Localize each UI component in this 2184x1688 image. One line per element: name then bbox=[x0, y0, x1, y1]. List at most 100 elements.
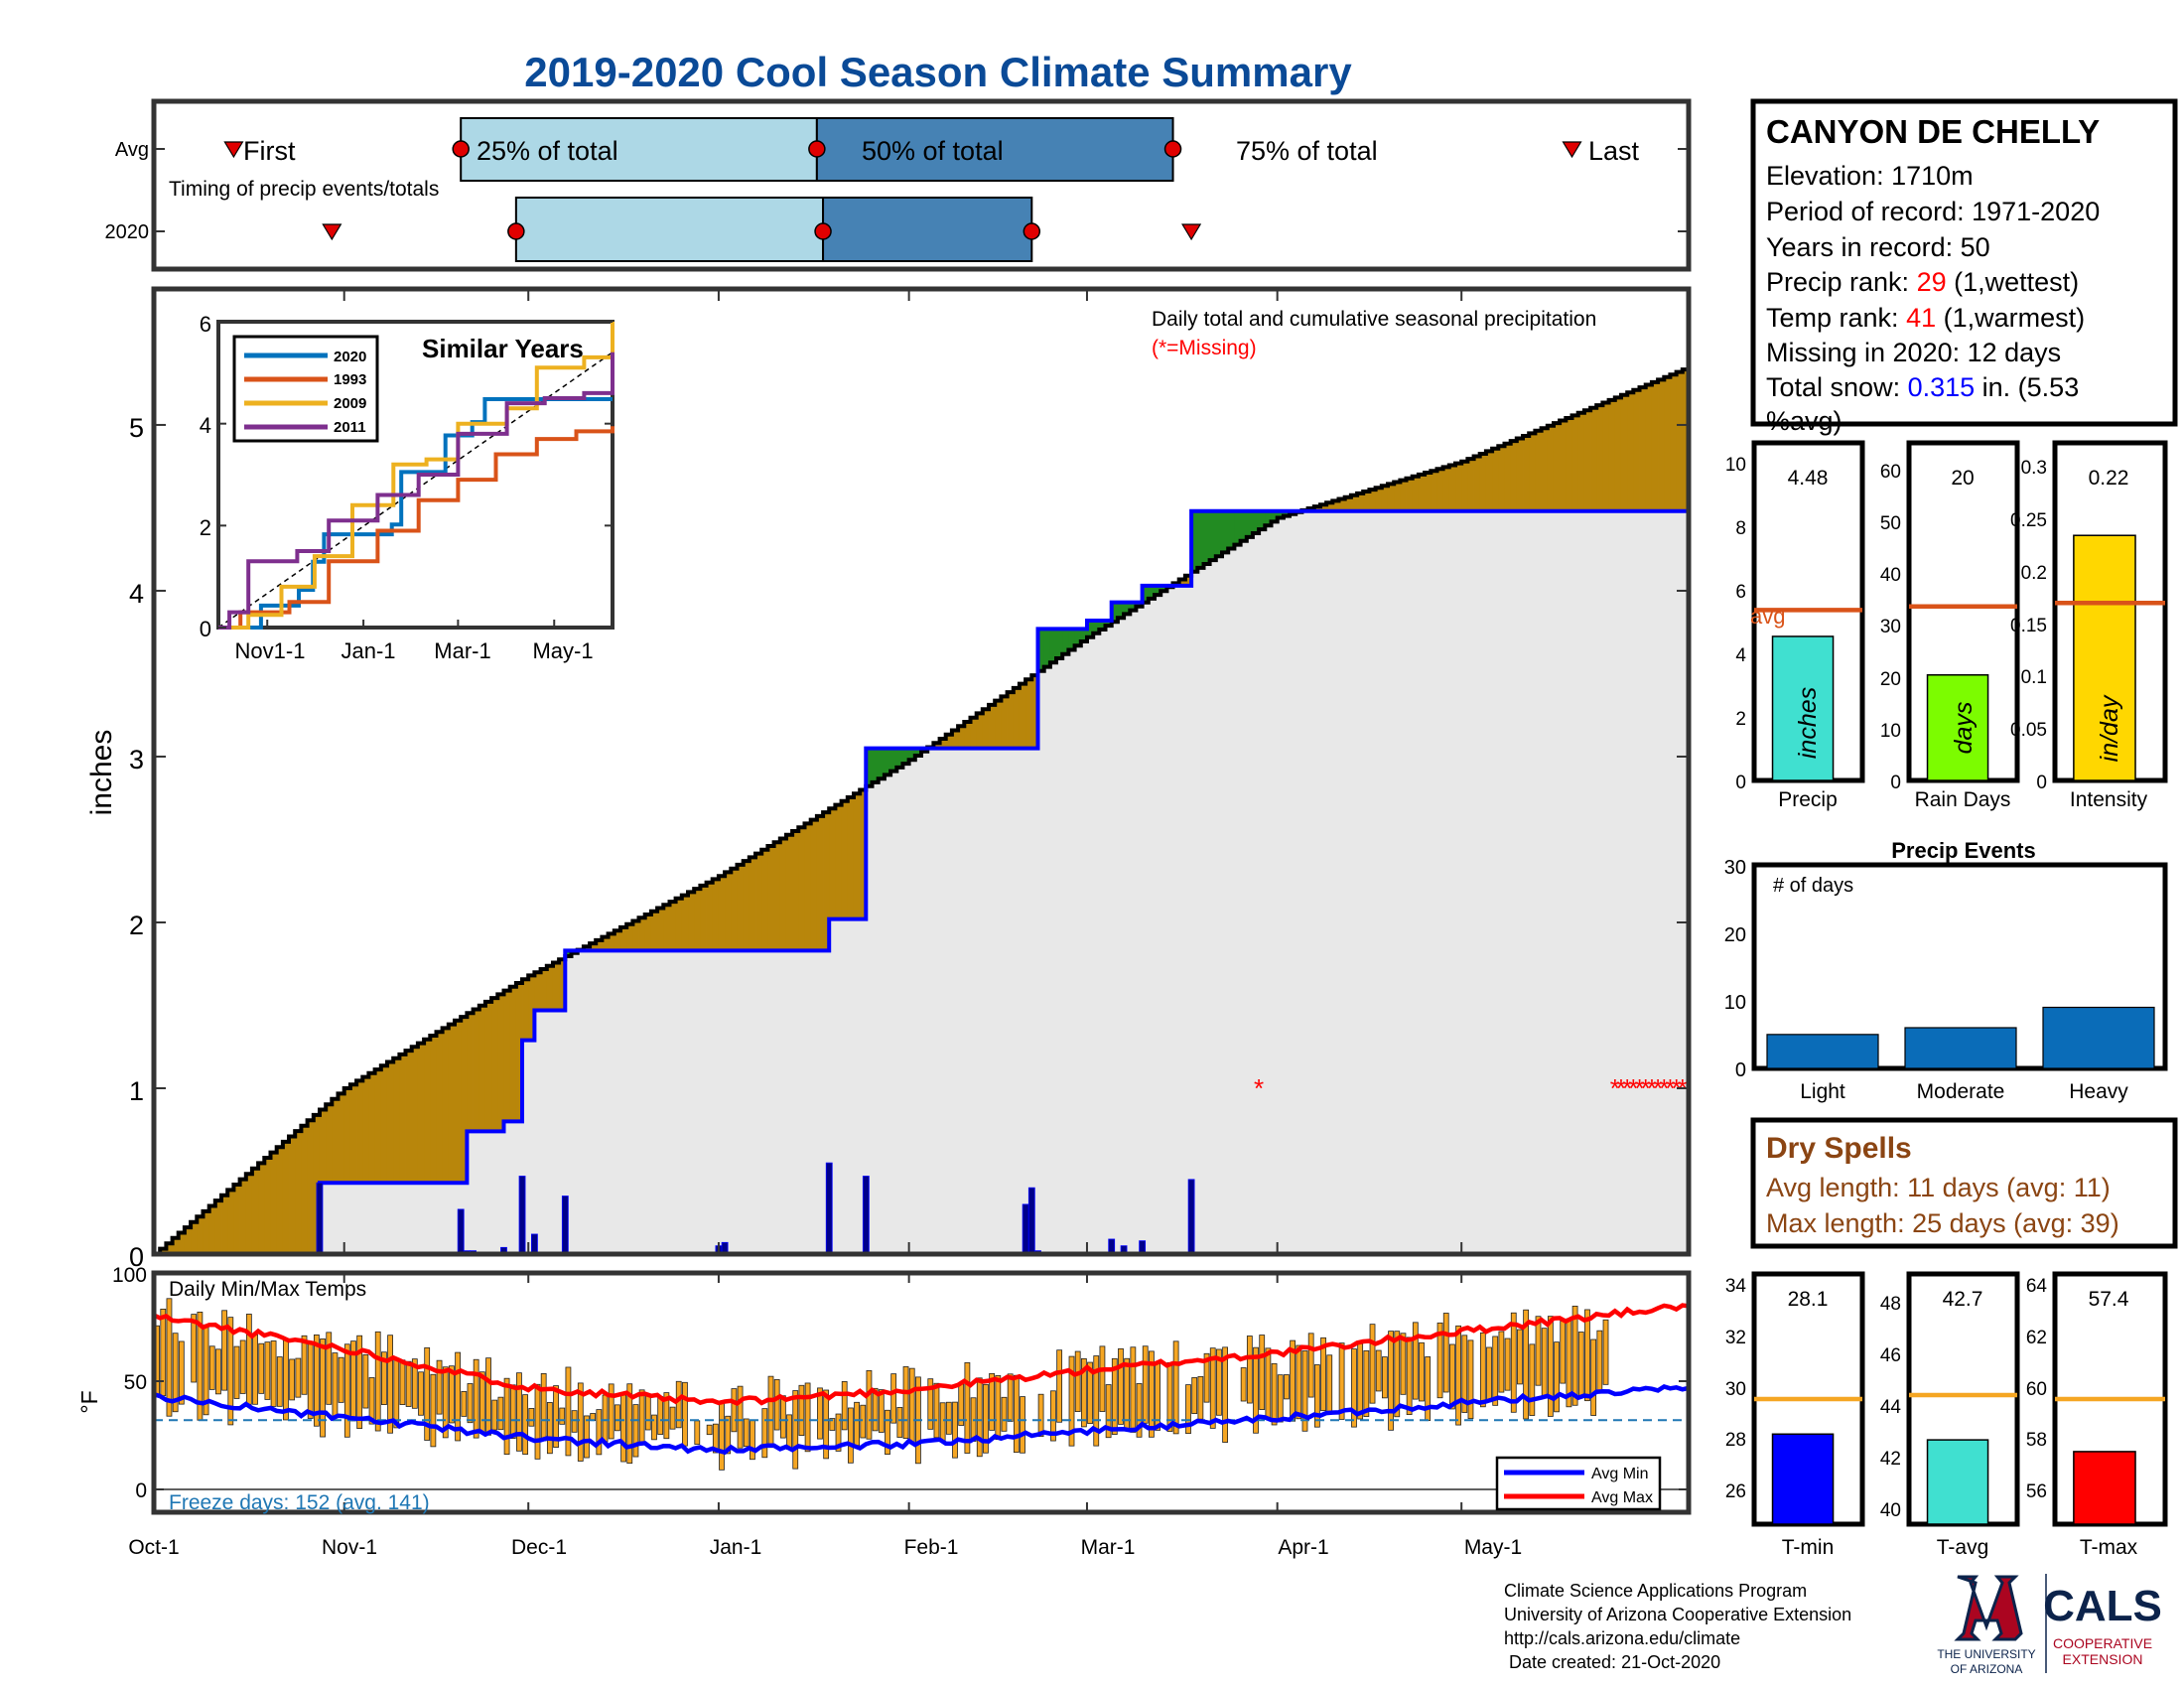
daily-temp-range-bar bbox=[866, 1369, 873, 1440]
daily-temp-range-bar bbox=[1547, 1316, 1554, 1417]
below-average-deficit-area bbox=[540, 968, 548, 1011]
daily-temp-range-bar bbox=[1056, 1349, 1063, 1423]
daily-temp-range-bar bbox=[761, 1408, 768, 1459]
daily-temp-range-bar bbox=[731, 1388, 738, 1433]
daily-temp-range-bar bbox=[215, 1348, 221, 1395]
daily-temp-range-bar bbox=[1080, 1357, 1087, 1428]
daily-temp-range-bar bbox=[411, 1358, 418, 1409]
below-average-deficit-area bbox=[436, 1032, 444, 1184]
below-average-deficit-area bbox=[1479, 453, 1487, 511]
below-average-deficit-area bbox=[669, 902, 677, 951]
below-average-deficit-area bbox=[509, 986, 517, 1122]
daily-temp-range-bar bbox=[663, 1392, 670, 1440]
above-average-surplus-area bbox=[1215, 510, 1223, 557]
daily-temp-range-bar bbox=[1498, 1331, 1505, 1393]
raindays-ytick-label: 0 bbox=[1890, 773, 1901, 793]
daily-temp-range-bar bbox=[1253, 1346, 1259, 1434]
above-average-surplus-area bbox=[1240, 510, 1248, 541]
daily-temp-range-bar bbox=[1209, 1347, 1216, 1429]
above-average-surplus-area bbox=[1197, 510, 1204, 568]
daily-temp-range-bar bbox=[1296, 1344, 1302, 1420]
daily-temp-range-bar bbox=[283, 1339, 289, 1421]
freeze-days-text: Freeze days: 152 (avg. 141) bbox=[169, 1491, 430, 1514]
precip-event-bar bbox=[2042, 1006, 2155, 1069]
station-name: CANYON DE CHELLY bbox=[1766, 113, 2100, 150]
below-average-deficit-area bbox=[785, 834, 793, 951]
precip-event-bar bbox=[1766, 1034, 1879, 1069]
university-of-arizona-logo: THE UNIVERSITY OF ARIZONA bbox=[1937, 1647, 2035, 1676]
daily-temp-range-bar bbox=[559, 1407, 566, 1425]
daily-temp-range-bar bbox=[706, 1424, 713, 1436]
daily-temp-range-bar bbox=[239, 1339, 246, 1394]
below-average-deficit-area bbox=[835, 804, 843, 919]
daily-temp-range-bar bbox=[976, 1377, 983, 1458]
daily-temp-range-bar bbox=[343, 1343, 350, 1438]
below-average-deficit-area bbox=[644, 914, 652, 951]
daily-temp-range-bar bbox=[497, 1396, 504, 1431]
below-average-deficit-area bbox=[663, 905, 670, 951]
below-average-deficit-area bbox=[933, 743, 940, 749]
station-missing: Missing in 2020: 12 days bbox=[1766, 338, 2061, 367]
raindays-ytick-label: 50 bbox=[1880, 513, 1901, 534]
daily-temp-range-bar bbox=[1099, 1345, 1106, 1412]
tavg-ytick-label: 44 bbox=[1880, 1397, 1902, 1418]
below-average-deficit-area bbox=[810, 819, 818, 951]
temps-ytick-label: 0 bbox=[135, 1479, 147, 1502]
inset-legend-label: 1993 bbox=[334, 371, 366, 388]
daily-temp-range-bar bbox=[565, 1366, 572, 1457]
daily-temp-range-bar bbox=[1124, 1357, 1131, 1431]
date-tick-label: Oct-1 bbox=[128, 1536, 179, 1559]
daily-precip-bar bbox=[316, 1182, 324, 1255]
inset-legend-label: 2009 bbox=[334, 395, 366, 412]
daily-precip-bar bbox=[457, 1208, 465, 1255]
below-average-deficit-area bbox=[356, 1080, 363, 1184]
below-average-deficit-area bbox=[681, 895, 689, 951]
timing-first-label: First bbox=[243, 136, 296, 166]
below-average-deficit-area bbox=[478, 1005, 486, 1132]
below-average-deficit-area bbox=[767, 846, 774, 951]
missing-day-marker: * bbox=[1616, 1073, 1626, 1103]
daily-temp-range-bar bbox=[872, 1387, 879, 1432]
daily-temp-range-bar bbox=[1577, 1332, 1584, 1397]
daily-temp-range-bar bbox=[1320, 1336, 1326, 1412]
main-ylabel: inches bbox=[85, 730, 118, 816]
inset-xtick-label: Nov1-1 bbox=[235, 638, 306, 663]
timing-endpoint-marker bbox=[223, 141, 244, 159]
daily-temp-range-bar bbox=[1479, 1332, 1486, 1408]
dry-spells-box bbox=[1750, 1117, 2178, 1249]
daily-temp-range-bar bbox=[1492, 1336, 1499, 1406]
below-average-deficit-area bbox=[1682, 369, 1690, 511]
daily-temp-range-bar bbox=[835, 1413, 842, 1452]
missing-day-marker: * bbox=[1622, 1073, 1632, 1103]
raindays-ytick-label: 20 bbox=[1880, 669, 1901, 690]
below-average-deficit-area bbox=[706, 882, 714, 951]
daily-temp-range-bar bbox=[233, 1345, 240, 1399]
date-tick-label: Jan-1 bbox=[710, 1536, 762, 1559]
tmin-stat-bar bbox=[1771, 1433, 1835, 1525]
above-average-surplus-area bbox=[1228, 510, 1235, 549]
below-average-deficit-area bbox=[239, 1179, 247, 1254]
below-average-deficit-area bbox=[1001, 696, 1008, 749]
below-average-deficit-area bbox=[853, 793, 861, 919]
below-average-deficit-area bbox=[332, 1098, 339, 1184]
below-average-deficit-area bbox=[1461, 461, 1468, 511]
below-average-deficit-area bbox=[1498, 446, 1505, 511]
daily-temp-range-bar bbox=[602, 1394, 609, 1443]
main-panel-frame bbox=[151, 286, 1692, 1257]
below-average-deficit-area bbox=[178, 1232, 186, 1254]
above-average-surplus-area bbox=[1222, 510, 1229, 553]
daily-temp-range-bar bbox=[430, 1373, 437, 1448]
daily-temp-range-bar bbox=[221, 1310, 228, 1391]
daily-temp-range-bar bbox=[1554, 1341, 1560, 1413]
below-average-deficit-area bbox=[430, 1035, 437, 1184]
temps-legend-box bbox=[1495, 1456, 1662, 1511]
below-average-deficit-area bbox=[1676, 371, 1684, 511]
below-average-deficit-area bbox=[301, 1125, 308, 1254]
daily-temp-range-bar bbox=[424, 1346, 431, 1441]
above-average-surplus-area bbox=[1277, 510, 1285, 518]
daily-temp-range-bar bbox=[1216, 1348, 1222, 1416]
below-average-deficit-area bbox=[1560, 420, 1567, 511]
events-category-label: Heavy bbox=[2069, 1080, 2128, 1103]
daily-temp-range-bar bbox=[1517, 1329, 1523, 1385]
intensity-value-label: 0.22 bbox=[2089, 467, 2129, 490]
